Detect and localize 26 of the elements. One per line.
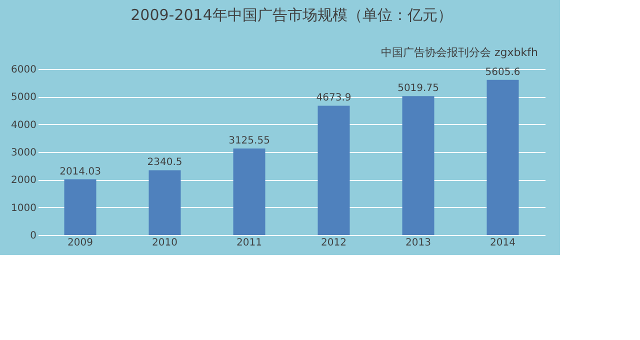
y-tick-label: 1000	[11, 202, 36, 214]
bar	[148, 170, 181, 235]
data-label: 2340.5	[147, 157, 182, 168]
bar	[402, 96, 434, 235]
data-label: 5605.6	[485, 66, 520, 78]
x-tick-label: 2010	[152, 238, 178, 248]
x-tick-label: 2014	[490, 238, 516, 248]
x-tick-label: 2011	[236, 238, 262, 248]
bar	[64, 179, 96, 235]
data-label: 3125.55	[228, 136, 270, 147]
bar	[318, 106, 350, 235]
y-tick-label: 2000	[11, 175, 36, 186]
bar	[486, 80, 519, 235]
data-label: 5019.75	[398, 83, 439, 94]
y-tick-label: 5000	[11, 92, 36, 104]
text: 中国广告协会报刊分会 zgxbkfh	[381, 46, 538, 59]
y-tick-label: 3000	[11, 148, 36, 158]
y-tick-label: 0	[30, 230, 36, 242]
x-tick-label: 2012	[321, 238, 346, 248]
x-tick-label: 2013	[406, 238, 431, 248]
y-tick-label: 6000	[11, 64, 36, 76]
bar	[233, 148, 266, 235]
data-label: 2014.03	[60, 166, 101, 178]
chart-title: 2009-2014年中国广告市场规模（单位：亿元）	[130, 6, 452, 24]
x-tick-label: 2009	[68, 238, 93, 248]
y-tick-label: 4000	[11, 120, 36, 131]
